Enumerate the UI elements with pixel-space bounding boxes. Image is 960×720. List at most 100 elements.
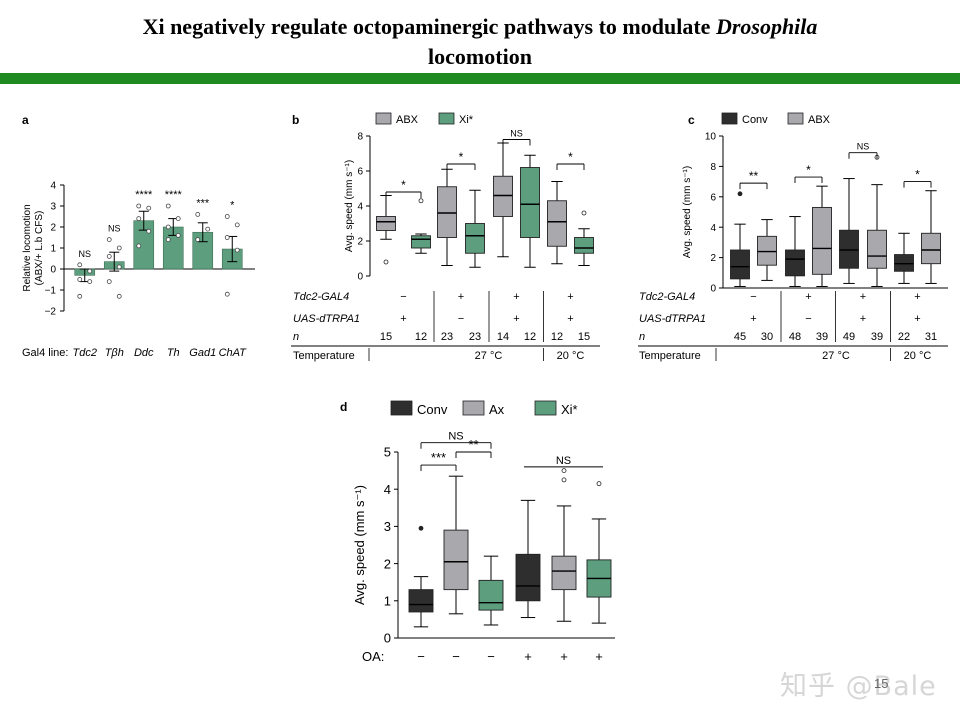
- outlier-d: [596, 481, 602, 487]
- row-label-c-1: UAS-dTRPA1: [639, 313, 706, 325]
- data-point-Tdc2: [87, 279, 93, 285]
- data-point-Tβh: [116, 264, 122, 270]
- row-value-c-2: 45: [734, 331, 746, 343]
- outlier-b: [418, 198, 424, 204]
- row-value-b-0: +: [513, 291, 519, 303]
- data-point-Th: [175, 232, 181, 238]
- box-b: [465, 223, 485, 254]
- y-axis-label-c: Avg. speed (mm s⁻¹): [682, 166, 693, 258]
- legend-label-c: ABX: [808, 114, 831, 126]
- data-point-Tβh: [116, 245, 122, 251]
- row-value-b-2: 12: [524, 331, 536, 343]
- significance-label-d: ***: [431, 450, 446, 465]
- box-b: [520, 167, 540, 238]
- significance-Th: ****: [165, 189, 183, 201]
- panel-label-b: b: [292, 113, 299, 127]
- data-point-Tβh: [106, 279, 112, 285]
- y-tick-label-c: 0: [710, 284, 716, 295]
- data-point-Th: [175, 216, 181, 222]
- row-value-b-0: −: [400, 291, 406, 303]
- significance-label-b: *: [401, 178, 406, 192]
- significance-label-b: *: [568, 150, 573, 164]
- temperature-value-c-1: 27 °C: [822, 350, 850, 362]
- box-c: [867, 229, 887, 269]
- box-c: [757, 235, 777, 266]
- legend-label-d: Ax: [489, 402, 505, 417]
- significance-label-b: *: [459, 150, 464, 164]
- y-tick-label-a: 1: [50, 244, 56, 255]
- row-value-b-0: +: [458, 291, 464, 303]
- oa-value-d: −: [452, 649, 460, 664]
- data-point-Tβh: [106, 253, 112, 259]
- legend-swatch-c: [787, 112, 804, 125]
- row-value-c-2: 39: [816, 331, 828, 343]
- oa-value-d: −: [487, 649, 495, 664]
- box-c: [730, 249, 750, 280]
- outlier-b: [383, 259, 389, 265]
- box-c: [785, 249, 805, 277]
- data-point-Ddc: [136, 243, 142, 249]
- y-tick-label-b: 0: [357, 272, 363, 283]
- legend-swatch-c: [721, 112, 738, 125]
- category-label-Tdc2: Tdc2: [73, 347, 97, 359]
- category-label-Ddc: Ddc: [134, 347, 154, 359]
- row-value-c-0: +: [860, 291, 866, 303]
- y-tick-label-a: −2: [45, 307, 57, 318]
- row-value-c-1: −: [805, 313, 811, 325]
- data-point-Ddc: [136, 203, 142, 209]
- significance-label-d: NS: [448, 431, 463, 443]
- category-label-Gad1: Gad1: [189, 347, 216, 359]
- y-axis-label-b: Avg. speed (mm s⁻¹): [344, 160, 355, 252]
- data-point-Tβh: [116, 293, 122, 299]
- y-tick-label-a: −1: [45, 286, 57, 297]
- panel-label-a: a: [22, 113, 29, 127]
- temperature-value-b-1: 27 °C: [475, 350, 503, 362]
- row-label-c-0: Tdc2-GAL4: [639, 291, 695, 303]
- row-label-b-1: UAS-dTRPA1: [293, 313, 360, 325]
- significance-ChAT: *: [230, 200, 235, 212]
- y-tick-label-d: 0: [384, 631, 391, 646]
- row-value-c-0: +: [805, 291, 811, 303]
- data-point-Tβh: [106, 237, 112, 243]
- box-b: [547, 200, 567, 247]
- y-tick-label-c: 10: [705, 132, 717, 143]
- row-value-c-2: 49: [843, 331, 855, 343]
- row-value-b-2: 15: [380, 331, 392, 343]
- category-label-Th: Th: [167, 347, 180, 359]
- box-d: [515, 553, 541, 602]
- box-b: [411, 235, 431, 249]
- row-value-c-2: 31: [925, 331, 937, 343]
- significance-Ddc: ****: [135, 189, 153, 201]
- y-tick-label-b: 4: [357, 202, 363, 213]
- legend-swatch-d: [390, 400, 413, 416]
- oa-value-d: +: [524, 649, 532, 664]
- y-tick-label-d: 5: [384, 445, 391, 460]
- data-point-Tdc2: [77, 262, 83, 268]
- row-value-b-2: 12: [551, 331, 563, 343]
- significance-label-c: *: [806, 163, 811, 177]
- outlier-b: [581, 210, 587, 216]
- y-tick-label-b: 8: [357, 132, 363, 143]
- box-d: [551, 555, 577, 591]
- row-value-b-2: 23: [469, 331, 481, 343]
- data-point-ChAT: [224, 214, 230, 219]
- significance-label-c: **: [749, 169, 759, 183]
- data-point-ChAT: [234, 222, 240, 228]
- y-tick-label-c: 6: [710, 192, 716, 203]
- box-b: [437, 186, 457, 238]
- data-point-Gad1: [205, 226, 211, 232]
- data-point-Th: [165, 224, 171, 230]
- significance-label-c: NS: [857, 142, 870, 152]
- watermark: 知乎 @Bale: [780, 671, 937, 702]
- legend-label-b: Xi*: [459, 114, 474, 126]
- row-value-b-1: +: [513, 313, 519, 325]
- row-value-c-2: 39: [871, 331, 883, 343]
- box-b: [574, 237, 594, 254]
- y-tick-label-d: 1: [384, 593, 391, 608]
- row-value-b-0: +: [567, 291, 573, 303]
- panel-label-d: d: [340, 400, 347, 414]
- title-italic: Drosophila: [715, 14, 818, 39]
- row-value-c-2: 30: [761, 331, 773, 343]
- legend-label-d: Conv: [417, 402, 448, 417]
